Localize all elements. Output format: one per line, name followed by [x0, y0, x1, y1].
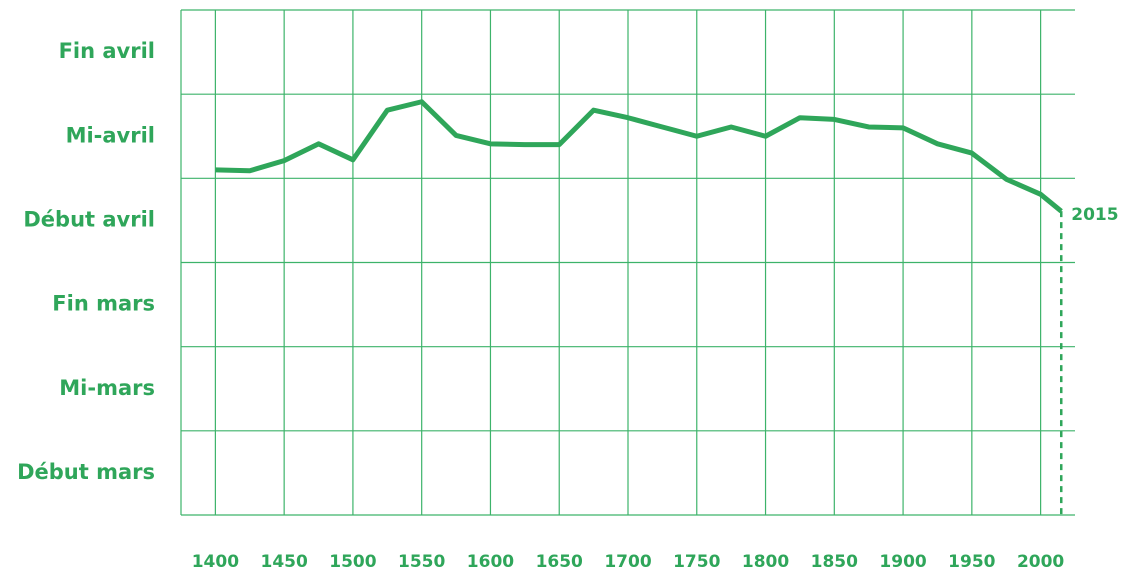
- x-tick-label: 1650: [536, 552, 583, 572]
- x-tick-label: 1700: [604, 552, 651, 572]
- x-tick-label: 1900: [879, 552, 926, 572]
- x-tick-label: 1850: [811, 552, 858, 572]
- x-tick-label: 1750: [673, 552, 720, 572]
- x-tick-label: 1450: [260, 552, 307, 572]
- y-tick-label: Fin avril: [59, 39, 155, 63]
- y-tick-label: Mi-avril: [66, 123, 155, 147]
- x-tick-label: 1800: [742, 552, 789, 572]
- y-tick-label: Début mars: [17, 460, 155, 484]
- x-tick-label: 2000: [1017, 552, 1064, 572]
- x-tick-label: 1600: [467, 552, 514, 572]
- x-tick-label: 1500: [329, 552, 376, 572]
- annotation: 2015: [1071, 205, 1118, 225]
- y-tick-label: Fin mars: [52, 292, 155, 316]
- line-series: [215, 99, 1063, 214]
- y-tick-label: Début avril: [23, 207, 155, 231]
- y-tick-label: Mi-mars: [59, 376, 155, 400]
- x-tick-label: 1950: [948, 552, 995, 572]
- x-tick-label: 1550: [398, 552, 445, 572]
- x-tick-label: 1400: [192, 552, 239, 572]
